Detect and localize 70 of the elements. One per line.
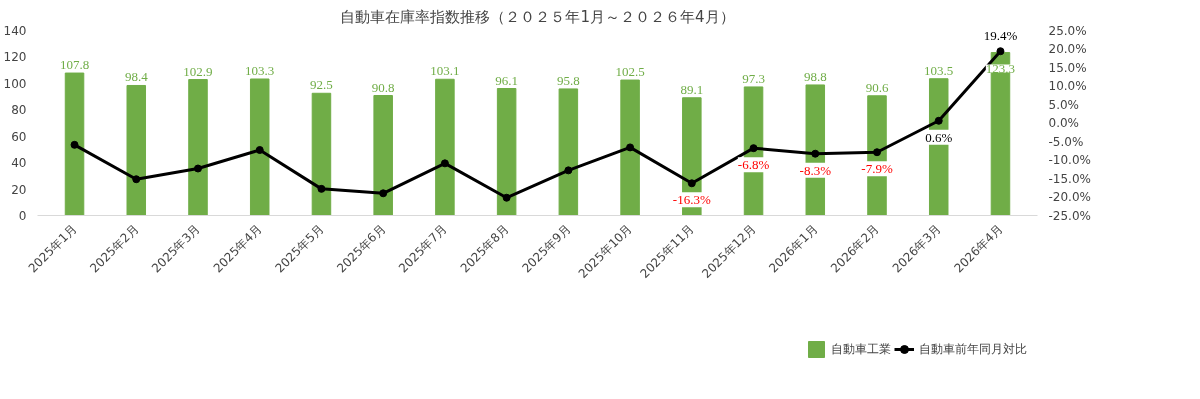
data-label: 0.6%	[925, 129, 953, 145]
point	[873, 148, 882, 157]
y-tick-label: 20	[11, 182, 27, 197]
bar	[249, 78, 270, 216]
data-label: 98.8	[803, 68, 827, 84]
data-label: 103.1	[430, 63, 460, 79]
data-label: 95.8	[556, 72, 580, 88]
data-label: 102.5	[615, 64, 645, 80]
y2-tick-label: 10.0%	[1048, 79, 1087, 93]
point	[564, 166, 573, 175]
bar	[64, 72, 85, 216]
data-label: 103.3	[245, 63, 275, 78]
point	[502, 193, 511, 202]
chart-title: 自動車在庫率指数推移（２０２５年1月～２０２６年4月）	[340, 7, 735, 26]
y2-tick-label: -5.0%	[1048, 134, 1084, 149]
y-tick-label: 60	[11, 129, 27, 144]
y2-tick-label: 15.0%	[1048, 60, 1087, 75]
data-label: 19.4%	[983, 28, 1018, 44]
y2-tick-label: 5.0%	[1048, 97, 1079, 112]
y2-tick-label: 0.0%	[1048, 116, 1079, 130]
legend-label: 自動車前年同月対比	[919, 340, 1027, 358]
y2-tick-label: 20.0%	[1048, 42, 1087, 56]
y2-tick-label: -10.0%	[1048, 153, 1091, 167]
y-tick-label: 0	[18, 209, 27, 223]
point	[440, 159, 449, 168]
bar	[126, 84, 147, 216]
bar	[558, 88, 579, 216]
bar	[496, 88, 517, 216]
bar	[373, 95, 393, 216]
data-label: 103.5	[924, 62, 954, 78]
y-tick-label: 140	[3, 24, 27, 38]
data-label: 98.4	[124, 69, 149, 85]
point	[749, 144, 758, 153]
point	[132, 175, 141, 184]
y2-tick-label: -15.0%	[1048, 171, 1091, 186]
y2-tick-label: -20.0%	[1048, 190, 1091, 204]
point	[317, 184, 326, 193]
data-label: 96.1	[495, 72, 519, 88]
data-label: 102.9	[183, 63, 213, 79]
y-tick-label: 120	[3, 50, 27, 65]
point	[70, 140, 79, 149]
bar	[435, 78, 455, 216]
point	[996, 47, 1005, 56]
data-label: -16.3%	[672, 192, 711, 208]
point	[934, 116, 943, 125]
y-tick-label: 80	[11, 103, 27, 118]
bar	[188, 79, 208, 216]
data-label: 97.3	[742, 70, 765, 86]
data-label: 107.8	[59, 57, 90, 73]
y2-tick-label: -25.0%	[1048, 208, 1091, 223]
legend-label: 自動車工業	[831, 340, 891, 358]
bar	[620, 79, 640, 216]
data-label: 90.6	[865, 79, 889, 95]
point	[379, 189, 388, 198]
data-label: 92.5	[310, 77, 333, 93]
data-label: -6.8%	[737, 157, 770, 173]
bar	[311, 92, 332, 216]
y2-tick-label: 25.0%	[1048, 23, 1087, 38]
y-tick-label: 100	[3, 76, 27, 91]
point	[811, 149, 820, 158]
point	[687, 179, 696, 188]
data-label: 90.8	[371, 79, 395, 95]
point	[193, 164, 202, 173]
y-tick-label: 40	[11, 156, 27, 171]
data-label: -8.3%	[799, 162, 832, 178]
point	[626, 143, 635, 152]
data-label: 89.1	[680, 81, 704, 97]
data-label: 123.3	[985, 60, 1016, 76]
point	[255, 146, 264, 154]
data-label: -7.9%	[861, 161, 893, 177]
